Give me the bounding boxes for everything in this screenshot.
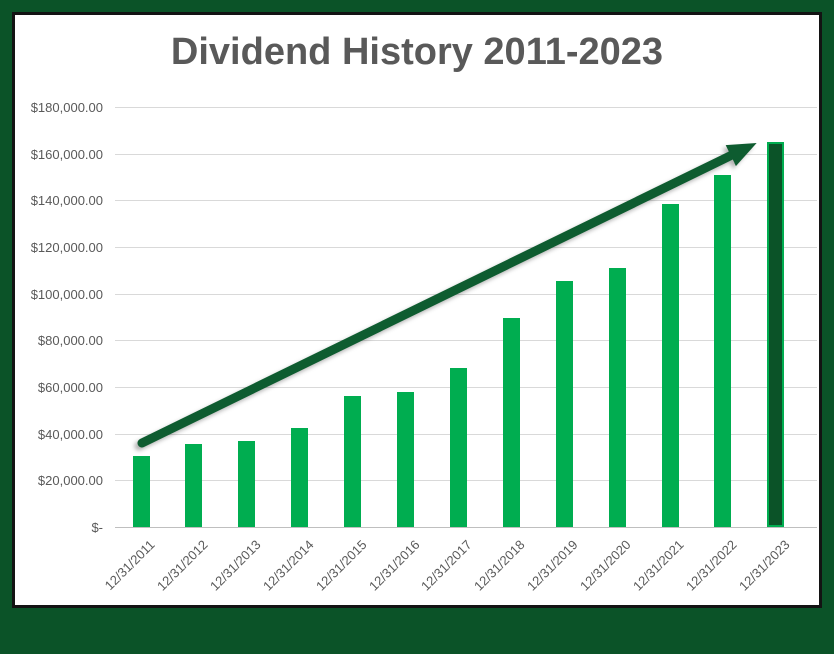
chart-title: Dividend History 2011-2023	[170, 31, 664, 73]
y-axis-tick-label: $120,000.00	[30, 240, 103, 255]
bar-12/31/2016	[397, 392, 414, 527]
gridline	[115, 107, 817, 108]
y-axis-tick-label: $-	[91, 520, 103, 535]
bar-12/31/2011	[133, 456, 150, 527]
y-axis-tick-label: $140,000.00	[30, 193, 103, 208]
gridline	[115, 247, 817, 248]
bar-12/31/2017	[450, 368, 467, 527]
bar-12/31/2015	[344, 396, 361, 527]
y-axis-tick-label: $40,000.00	[37, 427, 103, 442]
chart-background: Dividend History 2011-2023 $180,000.00 $1…	[12, 12, 822, 608]
gridline	[115, 294, 817, 295]
chart-canvas: Dividend History 2011-2023 $180,000.00 $1…	[15, 15, 819, 605]
y-axis-tick-label: $160,000.00	[30, 147, 103, 162]
bar-12/31/2013	[238, 441, 255, 527]
gridline	[115, 340, 817, 341]
bar-12/31/2020	[609, 268, 626, 527]
x-axis-line	[115, 527, 817, 528]
y-axis-tick-label: $60,000.00	[37, 380, 103, 395]
trend-arrow-icon	[137, 142, 757, 448]
gridline	[115, 200, 817, 201]
bar-12/31/2018	[503, 318, 520, 527]
y-axis-tick-label: $80,000.00	[37, 333, 103, 348]
bar-12/31/2021	[662, 204, 679, 527]
bar-12/31/2019	[556, 281, 573, 527]
bar-12/31/2023	[767, 142, 784, 527]
bar-12/31/2012	[185, 444, 202, 527]
bar-12/31/2014	[291, 428, 308, 527]
y-axis-tick-label: $180,000.00	[30, 100, 103, 115]
y-axis-tick-label: $20,000.00	[37, 473, 103, 488]
y-axis-tick-label: $100,000.00	[30, 287, 103, 302]
gridline	[115, 154, 817, 155]
bar-12/31/2022	[714, 175, 731, 527]
